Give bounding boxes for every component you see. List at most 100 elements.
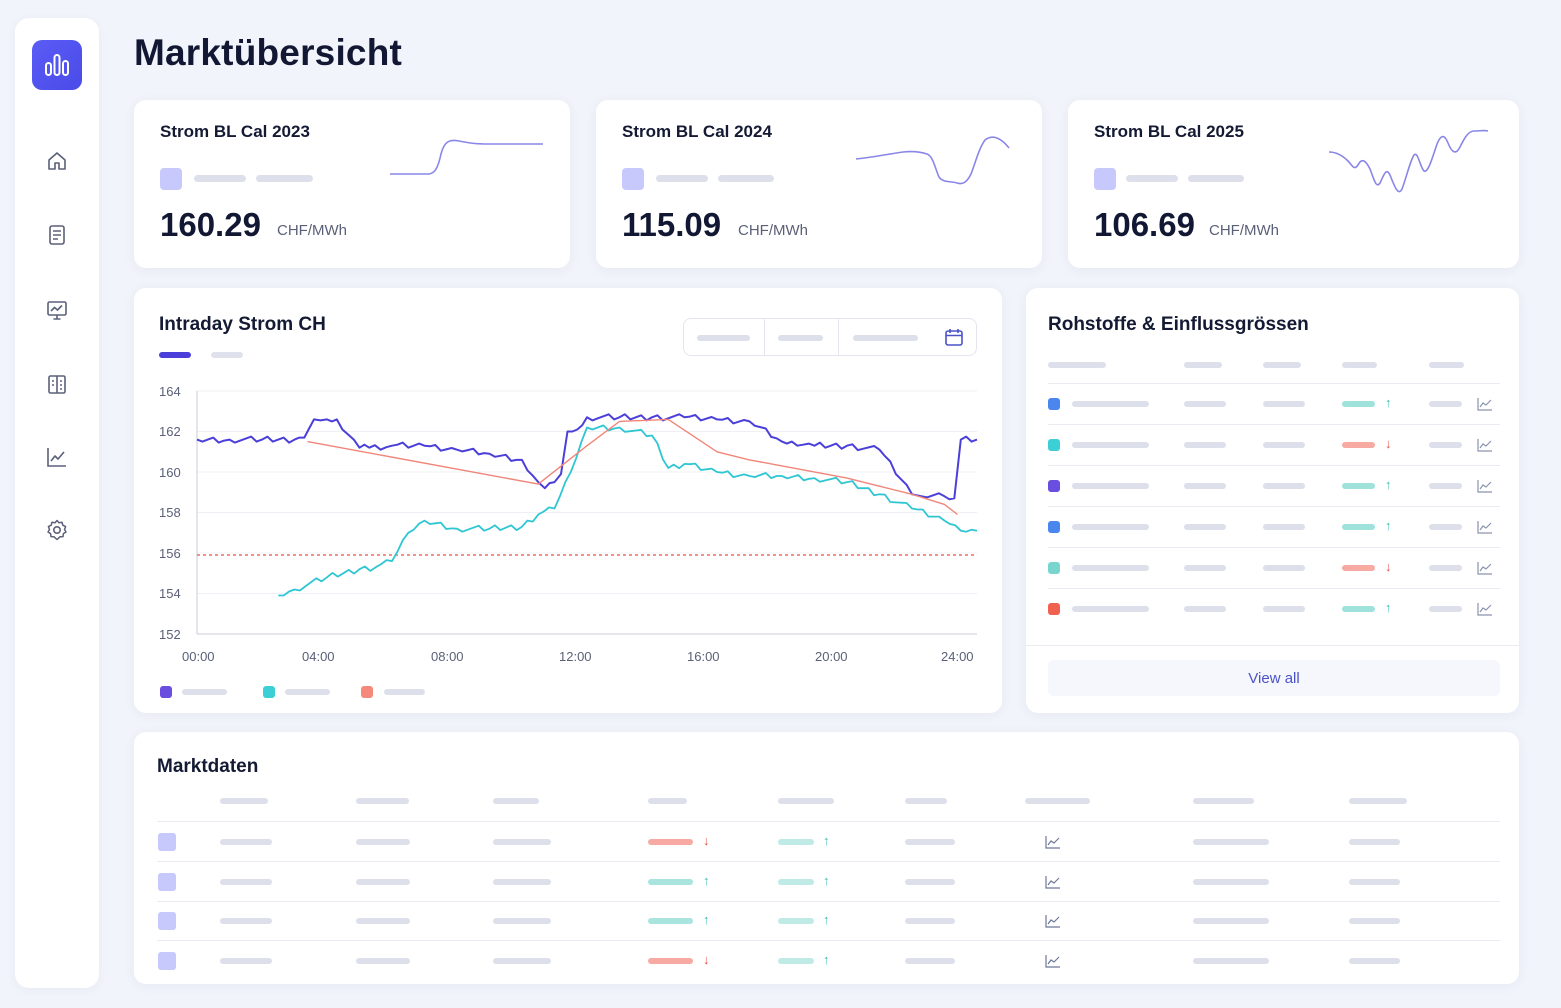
placeholder-text — [1263, 524, 1305, 530]
placeholder-text — [1184, 442, 1226, 448]
trend-chart-icon[interactable] — [1045, 914, 1061, 928]
placeholder-text — [1072, 483, 1149, 489]
trend-arrow-up-icon: ↑ — [823, 912, 830, 927]
trend-arrow-down-icon: ↓ — [703, 951, 710, 967]
tab-active[interactable] — [159, 352, 191, 358]
kpi-card[interactable]: Strom BL Cal 2024 115.09 CHF/MWh — [596, 100, 1042, 268]
nav-analytics[interactable] — [43, 443, 71, 471]
trend-arrow-down-icon: ↓ — [703, 833, 710, 848]
nav-monitor[interactable] — [43, 296, 71, 324]
legend-label-placeholder — [182, 689, 227, 695]
divider — [1026, 645, 1519, 646]
trend-chart-icon[interactable] — [1477, 520, 1493, 534]
market-data-title: Marktdaten — [157, 756, 259, 777]
market-row[interactable]: ↓ ↑ — [134, 941, 1519, 980]
change-pill — [1342, 565, 1375, 571]
column-header — [1048, 362, 1106, 368]
column-header — [220, 798, 268, 804]
x-tick-label: 12:00 — [559, 649, 592, 664]
legend-label-placeholder — [384, 689, 425, 695]
kpi-card[interactable]: Strom BL Cal 2023 160.29 CHF/MWh — [134, 100, 570, 268]
kpi-value: 115.09 — [622, 206, 722, 243]
placeholder-text — [220, 878, 272, 885]
trend-chart-icon[interactable] — [1477, 602, 1493, 616]
change-pill — [778, 918, 814, 924]
placeholder-text — [905, 957, 955, 964]
trend-arrow-up-icon: ↑ — [823, 951, 830, 967]
commodity-row[interactable]: ↑ — [1026, 465, 1519, 506]
trend-arrow-up-icon: ↑ — [823, 872, 830, 888]
trend-chart-icon[interactable] — [1045, 835, 1061, 849]
intraday-card: Intraday Strom CH 164 162 160 158 156 15… — [134, 288, 1002, 713]
sparkline — [1328, 129, 1489, 193]
placeholder-text — [1429, 442, 1462, 448]
trend-arrow-down-icon: ↓ — [1385, 559, 1392, 574]
date-range-picker[interactable] — [683, 318, 977, 356]
placeholder-text — [1429, 401, 1462, 407]
trend-arrow-up-icon: ↑ — [703, 872, 710, 888]
placeholder-text — [1193, 878, 1269, 885]
commodity-color-dot — [1048, 439, 1060, 451]
trend-arrow-up-icon: ↑ — [703, 912, 710, 927]
nav-settings[interactable] — [43, 516, 71, 544]
commodity-row[interactable]: ↑ — [1026, 506, 1519, 547]
market-row[interactable]: ↑ ↑ — [134, 901, 1519, 941]
placeholder-text — [1349, 839, 1400, 845]
placeholder-text — [718, 175, 774, 182]
column-header — [648, 798, 687, 804]
commodity-row[interactable]: ↑ — [1026, 383, 1519, 424]
nav-buildings[interactable] — [43, 370, 71, 398]
divider — [1048, 383, 1500, 384]
trend-chart-icon[interactable] — [1477, 438, 1493, 452]
series-line-1 — [196, 413, 978, 501]
trend-chart-icon[interactable] — [1477, 561, 1493, 575]
placeholder-text — [905, 918, 955, 924]
commodity-color-dot — [1048, 398, 1060, 410]
nav-documents[interactable] — [43, 221, 71, 249]
app-logo[interactable] — [32, 40, 82, 90]
nav-home[interactable] — [43, 147, 71, 175]
market-row[interactable]: ↓ ↑ — [134, 822, 1519, 862]
page-title: Marktübersicht — [134, 32, 403, 73]
calendar-icon[interactable] — [944, 327, 964, 347]
commodity-row[interactable]: ↓ — [1026, 424, 1519, 465]
market-data-card: Marktdaten ↓ ↑ ↑ ↑ — [134, 732, 1519, 984]
divider — [838, 319, 839, 355]
placeholder-text — [1072, 565, 1149, 571]
column-header — [493, 798, 539, 804]
divider — [157, 861, 1500, 862]
trend-chart-icon[interactable] — [1045, 875, 1061, 889]
market-row[interactable]: ↑ ↑ — [134, 862, 1519, 902]
placeholder-text — [1072, 524, 1149, 530]
change-pill — [1342, 524, 1375, 530]
trend-chart-icon[interactable] — [1045, 954, 1061, 968]
trend-chart-icon[interactable] — [1477, 479, 1493, 493]
kpi-unit: CHF/MWh — [1209, 222, 1279, 239]
row-swatch — [158, 951, 176, 970]
placeholder-text — [1263, 401, 1305, 407]
placeholder-text — [1429, 483, 1462, 489]
placeholder-text — [656, 175, 708, 182]
series-line-3 — [307, 418, 958, 516]
bar-chart-icon — [45, 54, 69, 76]
placeholder-text — [1184, 606, 1226, 612]
kpi-card[interactable]: Strom BL Cal 2025 106.69 CHF/MWh — [1068, 100, 1519, 268]
x-tick-label: 20:00 — [815, 649, 848, 664]
commodity-row[interactable]: ↓ — [1026, 547, 1519, 588]
divider — [1048, 506, 1500, 507]
column-header — [1263, 362, 1301, 368]
placeholder-text — [356, 878, 410, 885]
kpi-value: 160.29 — [160, 206, 261, 243]
trend-chart-icon[interactable] — [1477, 397, 1493, 411]
tab-inactive[interactable] — [211, 352, 243, 358]
divider — [157, 821, 1500, 822]
view-all-button[interactable]: View all — [1048, 660, 1500, 696]
placeholder-text — [256, 175, 313, 182]
placeholder-text — [1184, 565, 1226, 571]
monitor-chart-icon — [47, 301, 67, 320]
change-pill — [1342, 442, 1375, 448]
trend-arrow-up-icon: ↑ — [1385, 600, 1392, 615]
intraday-line-chart[interactable] — [134, 288, 1002, 713]
change-pill — [778, 957, 814, 964]
commodity-row[interactable]: ↑ — [1026, 588, 1519, 629]
